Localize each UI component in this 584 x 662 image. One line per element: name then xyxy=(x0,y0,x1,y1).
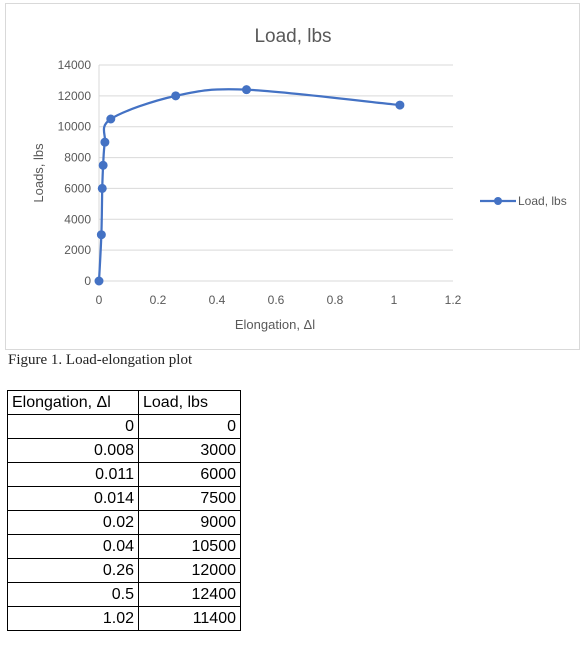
table-cell-load: 3000 xyxy=(138,438,241,463)
table-cell-load: 12400 xyxy=(138,582,241,607)
x-tick-label: 0 xyxy=(96,293,103,307)
table-cell-elongation: 0.04 xyxy=(7,534,139,559)
table-cell-load: 11400 xyxy=(138,606,241,631)
data-point xyxy=(395,100,405,110)
x-tick-label: 0.8 xyxy=(327,293,344,307)
data-point xyxy=(171,91,181,101)
table-cell-elongation: 1.02 xyxy=(7,606,139,631)
table-header-load: Load, lbs xyxy=(138,390,241,415)
table-cell-elongation: 0.26 xyxy=(7,558,139,583)
table-cell-load: 12000 xyxy=(138,558,241,583)
x-tick-label: 0.2 xyxy=(150,293,167,307)
table-cell-load: 0 xyxy=(138,414,241,439)
table-row: 0.26 12000 xyxy=(7,558,241,583)
table-cell-load: 10500 xyxy=(138,534,241,559)
table-header-elongation: Elongation, Δl xyxy=(7,390,139,415)
y-tick-label: 8000 xyxy=(64,151,91,165)
table-cell-elongation: 0.011 xyxy=(7,462,139,487)
table-cell-elongation: 0 xyxy=(7,414,139,439)
y-tick-label: 6000 xyxy=(64,181,91,195)
y-tick-label: 4000 xyxy=(64,212,91,226)
data-point xyxy=(242,85,251,95)
data-point xyxy=(94,276,104,286)
load-elongation-chart: 0 2000 4000 6000 8000 10000 12000 14000 0 0.2 0.4 0… xyxy=(31,26,567,332)
table-cell-elongation: 0.008 xyxy=(7,438,139,463)
legend-marker xyxy=(494,197,502,205)
table-cell-load: 7500 xyxy=(138,486,241,511)
table-cell-load: 6000 xyxy=(138,462,241,487)
x-tick-label: 0.4 xyxy=(209,293,226,307)
chart-title: Load, lbs xyxy=(254,26,331,47)
table-row: 0.02 9000 xyxy=(7,510,241,535)
legend-label: Load, lbs xyxy=(518,194,567,208)
data-point xyxy=(106,114,116,124)
x-tick-label: 1 xyxy=(391,293,398,307)
x-tick-label: 0.6 xyxy=(268,293,285,307)
chart-container: 0 2000 4000 6000 8000 10000 12000 14000 0 0.2 0.4 0… xyxy=(5,3,580,350)
table-row: 0.04 10500 xyxy=(7,534,241,559)
y-tick-label: 14000 xyxy=(58,58,92,72)
data-point xyxy=(97,183,107,193)
y-tick-label: 12000 xyxy=(58,89,92,103)
table-cell-elongation: 0.014 xyxy=(7,486,139,511)
x-tick-label: 1.2 xyxy=(445,293,462,307)
y-tick-label: 2000 xyxy=(64,243,91,257)
table-header-row: Elongation, Δl Load, lbs xyxy=(7,390,241,415)
data-point xyxy=(100,137,110,147)
series-line xyxy=(97,88,401,282)
y-tick-label: 10000 xyxy=(58,120,92,134)
table-row: 0.011 6000 xyxy=(7,462,241,487)
table-cell-elongation: 0.02 xyxy=(7,510,139,535)
table-cell-load: 9000 xyxy=(138,510,241,535)
table-row: 1.02 11400 xyxy=(7,606,241,631)
data-point xyxy=(98,160,108,170)
table-row: 0.5 12400 xyxy=(7,582,241,607)
table-row: 0 0 xyxy=(7,414,241,439)
table-row: 0.014 7500 xyxy=(7,486,241,511)
x-axis-label: Elongation, Δl xyxy=(235,317,315,332)
y-tick-label: 0 xyxy=(84,274,91,288)
y-axis-label: Loads, lbs xyxy=(31,143,46,203)
data-point xyxy=(96,230,106,240)
table-cell-elongation: 0.5 xyxy=(7,582,139,607)
data-table: Elongation, Δl Load, lbs 0 0 0.008 3000 … xyxy=(7,390,241,631)
figure-caption: Figure 1. Load-elongation plot xyxy=(8,352,193,368)
table-row: 0.008 3000 xyxy=(7,438,241,463)
